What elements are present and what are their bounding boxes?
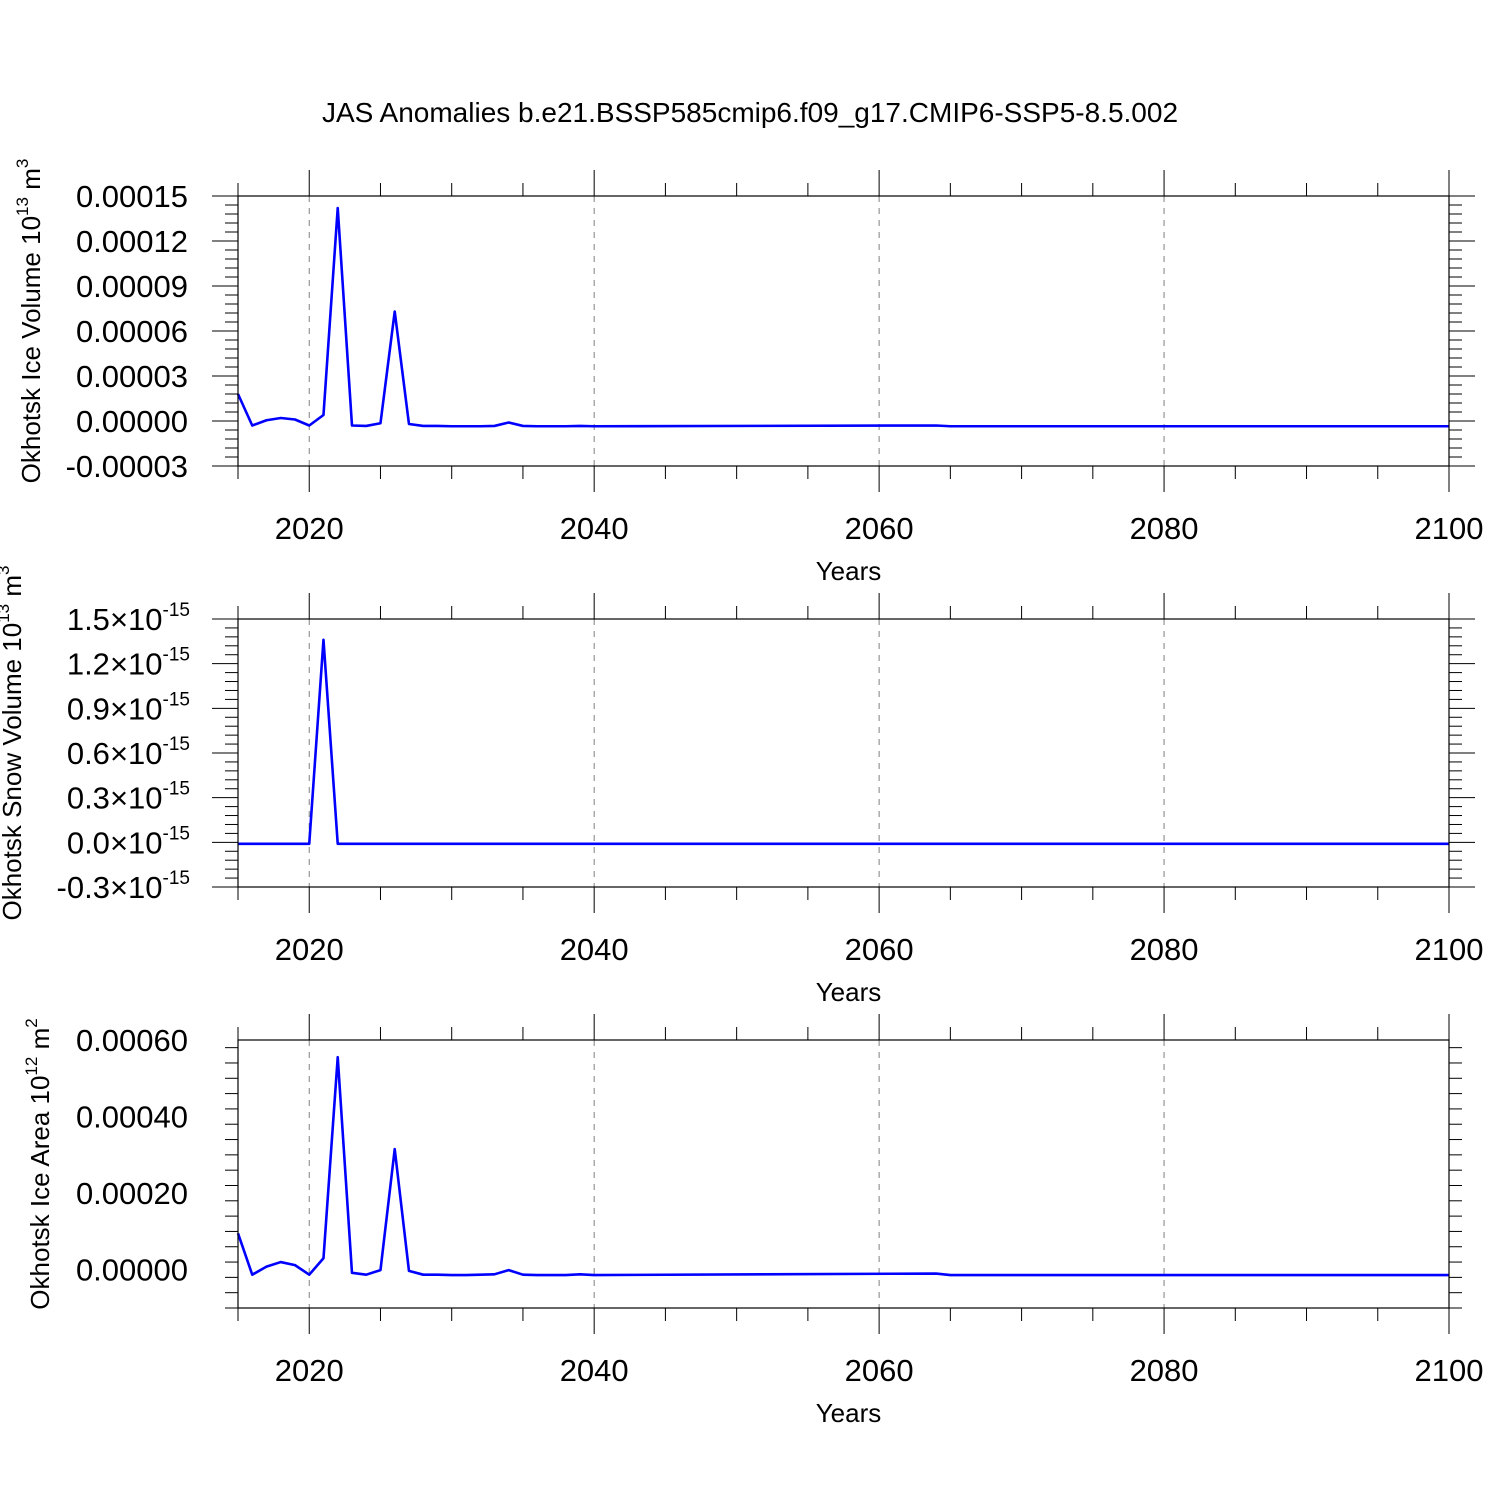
- panel-2: 2020 2040 2060 2080 2100-0.3×10-150.0×10-150…: [0, 566, 1483, 1008]
- y-tick-label: 1.2×10-15: [67, 645, 190, 682]
- y-tick-label: 0.00015: [76, 179, 188, 214]
- y-tick-exponent: -15: [163, 645, 190, 666]
- data-series-line: [238, 638, 1449, 846]
- y-axis-label: Okhotsk Snow Volume 1013 m3: [0, 566, 27, 921]
- y-tick-label: 0.00060: [76, 1023, 188, 1058]
- y-tick-times: ×10: [110, 602, 163, 637]
- x-tick-label: 2040: [560, 511, 629, 546]
- y-axis-label-unit-sup: 3: [13, 159, 32, 168]
- plot-frame: [237, 618, 1450, 888]
- x-axis-label: Years: [816, 1398, 882, 1428]
- y-tick-exponent: -15: [163, 600, 190, 621]
- y-tick-label: 0.00012: [76, 224, 188, 259]
- x-tick-label: 2020: [275, 511, 344, 546]
- y-tick-label: 0.00040: [76, 1100, 188, 1135]
- x-tick-label: 2060: [845, 932, 914, 967]
- y-tick-label: 0.0×10-15: [67, 823, 190, 860]
- x-tick-label: 2100: [1415, 1353, 1484, 1388]
- y-tick-times: ×10: [110, 691, 163, 726]
- x-tick-label: 2080: [1130, 932, 1199, 967]
- y-tick-mantissa: 1.5: [67, 602, 110, 637]
- data-series-line: [236, 1055, 1449, 1277]
- y-axis-label-unit-sup: 2: [22, 1018, 41, 1027]
- y-tick-label: -0.3×10-15: [57, 868, 190, 905]
- x-tick-label: 2060: [845, 511, 914, 546]
- x-tick-label: 2040: [560, 1353, 629, 1388]
- y-axis-label-main: Okhotsk Ice Area 10: [25, 1076, 55, 1310]
- x-tick-label: 2060: [845, 1353, 914, 1388]
- panel-1: 2020 2040 2060 2080 2100 -0.00003 0.00000 0.000…: [13, 159, 1483, 586]
- y-tick-label: 0.3×10-15: [67, 779, 190, 816]
- y-tick-exponent: -15: [163, 868, 190, 889]
- y-tick-times: ×10: [110, 647, 163, 682]
- y-axis-label-unit-sup: 3: [0, 566, 13, 575]
- x-tick-label: 2040: [560, 932, 629, 967]
- y-tick-label: 0.00000: [76, 404, 188, 439]
- figure-title: JAS Anomalies b.e21.BSSP585cmip6.f09_g17…: [322, 97, 1178, 128]
- x-tick-label: 2100: [1415, 932, 1484, 967]
- y-tick-times: ×10: [110, 870, 163, 905]
- y-axis-label-sup: 12: [22, 1057, 41, 1076]
- x-tick-label: 2100: [1415, 511, 1484, 546]
- y-tick-times: ×10: [110, 736, 163, 771]
- y-tick-label: 0.00020: [76, 1176, 188, 1211]
- x-tick-label: 2080: [1130, 1353, 1199, 1388]
- y-tick-mantissa: 1.2: [67, 647, 110, 682]
- panels: 2020 2040 2060 2080 2100 -0.00003 0.00000 0.000…: [0, 159, 1483, 1428]
- y-tick-label: 0.00003: [76, 359, 188, 394]
- y-tick-times: ×10: [110, 825, 163, 860]
- y-axis-label-unit: m: [25, 1028, 55, 1057]
- y-axis-label-unit: m: [0, 575, 27, 604]
- y-tick-label: 0.00006: [76, 314, 188, 349]
- data-series-line: [236, 206, 1449, 428]
- y-tick-label: 0.6×10-15: [67, 734, 190, 771]
- y-axis-label-main: Okhotsk Ice Volume 10: [16, 216, 46, 483]
- y-tick-label: 0.00000: [76, 1253, 188, 1288]
- x-tick-label: 2080: [1130, 511, 1199, 546]
- y-tick-label: 0.9×10-15: [67, 689, 190, 726]
- x-tick-label: 2020: [275, 932, 344, 967]
- y-tick-mantissa: 0.0: [67, 825, 110, 860]
- y-axis-label-sup: 13: [0, 604, 13, 623]
- y-axis-label-main: Okhotsk Snow Volume 10: [0, 623, 27, 921]
- y-tick-exponent: -15: [163, 689, 190, 710]
- y-tick-mantissa: 0.6: [67, 736, 110, 771]
- y-axis-label-unit: m: [16, 168, 46, 197]
- y-tick-times: ×10: [110, 781, 163, 816]
- y-axis-label: Okhotsk Ice Volume 1013 m3: [13, 159, 46, 484]
- x-axis-label: Years: [816, 556, 882, 586]
- y-axis-label-sup: 13: [13, 197, 32, 216]
- y-tick-mantissa: 0.3: [67, 781, 110, 816]
- plot-frame: [237, 1039, 1450, 1309]
- y-tick-exponent: -15: [163, 779, 190, 800]
- x-tick-label: 2020: [275, 1353, 344, 1388]
- x-axis-label: Years: [816, 977, 882, 1007]
- y-tick-exponent: -15: [163, 734, 190, 755]
- y-tick-mantissa: -0.3: [57, 870, 110, 905]
- y-tick-label: 1.5×10-15: [67, 600, 190, 637]
- panel-3: 2020 2040 2060 2080 2100 0.00000 0.00020 0.0004…: [22, 1014, 1483, 1428]
- y-axis-label: Okhotsk Ice Area 1012 m2: [22, 1018, 55, 1309]
- y-tick-exponent: -15: [163, 823, 190, 844]
- y-tick-label: -0.00003: [66, 449, 188, 484]
- y-tick-mantissa: 0.9: [67, 691, 110, 726]
- y-tick-label: 0.00009: [76, 269, 188, 304]
